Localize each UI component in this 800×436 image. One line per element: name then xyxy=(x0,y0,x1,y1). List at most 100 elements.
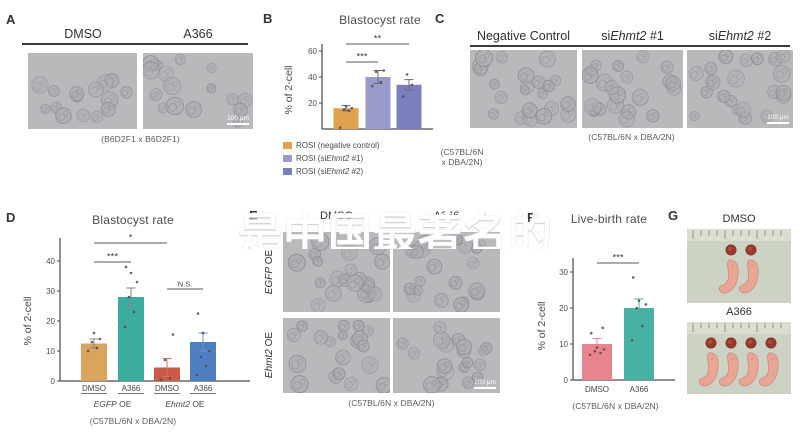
label-text: #2 xyxy=(753,29,772,43)
panel-a-letter: A xyxy=(6,12,16,27)
svg-text:A366: A366 xyxy=(630,385,649,394)
svg-text:% of 2-cell: % of 2-cell xyxy=(22,296,34,345)
panel-b-legend: ROSI (negative control) ROSI (siEhmt2 #1… xyxy=(283,139,380,178)
svg-text:10: 10 xyxy=(559,340,568,349)
panel-c-header-rule xyxy=(470,45,790,47)
svg-text:40: 40 xyxy=(308,73,317,82)
panel-a-label-a366: A366 xyxy=(183,27,213,41)
svg-text:20: 20 xyxy=(46,317,55,326)
panel-f-title: Live-birth rate xyxy=(570,212,648,226)
panel-g-label-dmso: DMSO xyxy=(722,213,756,225)
row-label-text: OE xyxy=(264,331,275,350)
label-gene: Ehmt2 xyxy=(610,29,647,43)
panel-a-header-rule xyxy=(22,43,248,45)
svg-text:0: 0 xyxy=(51,377,56,386)
svg-text:N.S.: N.S. xyxy=(178,280,193,289)
panel-e-label-dmso: DMSO xyxy=(320,210,353,222)
svg-text:30: 30 xyxy=(46,287,55,296)
panel-b-caption-line1: (C57BL/6N xyxy=(440,147,484,157)
svg-text:***: *** xyxy=(356,52,367,63)
panel-e-caption: (C57BL/6N x DBA/2N) xyxy=(348,398,435,408)
pup-photo-a366 xyxy=(687,322,791,394)
panel-d-caption: (C57BL/6N x DBA/2N) xyxy=(89,416,177,426)
legend-gene: Ehmt2 xyxy=(326,154,350,163)
legend-label: #2) xyxy=(349,167,364,176)
panel-f-caption: (C57BL/6N x DBA/2N) xyxy=(572,401,659,411)
scale-bar-label: 100 μm xyxy=(227,115,249,122)
scale-bar-line xyxy=(474,387,496,389)
panel-a-caption: (B6D2F1 x B6D2F1) xyxy=(101,134,180,144)
panel-c-label-siehmt2-1: siEhmt2 #1 xyxy=(582,29,683,43)
legend-swatch-orange xyxy=(283,142,292,149)
panel-g-letter: G xyxy=(668,208,679,223)
row-label-text: OE xyxy=(264,249,275,267)
scale-bar: 100 μm xyxy=(474,379,496,389)
svg-text:**: ** xyxy=(374,34,382,45)
svg-text:60: 60 xyxy=(308,47,317,56)
blastocyst-rate-chart-rosi: 20 40 60% of 2-cell *** ** xyxy=(278,28,458,153)
blastocyst-rate-chart-oe: 0 10 20 30 40% of 2-cell *** * N.S. DMSO A366 DMSO… xyxy=(20,226,270,436)
panel-c-label-siehmt2-2: siEhmt2 #2 xyxy=(687,29,793,43)
label-text: si xyxy=(601,29,611,43)
embryo-micrograph-e-ehmt2-dmso xyxy=(283,318,390,393)
legend-swatch-light-purple xyxy=(283,155,292,162)
label-gene: Ehmt2 xyxy=(717,29,754,43)
panel-b-caption-line2: x DBA/2N) xyxy=(441,157,483,167)
svg-text:0: 0 xyxy=(564,376,569,385)
scale-bar: 100 μm xyxy=(227,115,249,125)
legend-item-siehmt2-2: ROSI (siEhmt2 #2) xyxy=(283,165,380,178)
svg-text:DMSO: DMSO xyxy=(585,385,609,394)
svg-text:A366: A366 xyxy=(194,384,213,393)
svg-text:% of 2-cell: % of 2-cell xyxy=(536,301,548,350)
svg-text:DMSO: DMSO xyxy=(155,384,179,393)
panel-c-caption: (C57BL/6N x DBA/2N) xyxy=(588,132,675,142)
svg-text:% of 2-cell: % of 2-cell xyxy=(283,65,295,114)
panel-c-letter: C xyxy=(435,11,445,26)
embryo-micrograph-e-egfp-dmso xyxy=(283,232,390,312)
svg-text:20: 20 xyxy=(559,304,568,313)
embryo-micrograph-a-a366: 100 μm xyxy=(143,53,253,129)
label-text: si xyxy=(708,29,718,43)
live-birth-rate-chart: 0 10 20 30 % of 2-cell *** DMSO A366 xyxy=(535,226,685,401)
legend-swatch-dark-purple xyxy=(283,168,292,175)
panel-b-letter: B xyxy=(263,11,273,26)
embryo-micrograph-c-siehmt2-1 xyxy=(582,50,683,128)
panel-e-label-a366: A366 xyxy=(433,210,460,222)
svg-text:EGFP OE: EGFP OE xyxy=(94,399,132,409)
row-label-gene: EGFP xyxy=(264,267,275,295)
legend-label: ROSI (si xyxy=(296,154,327,163)
pup-photo-dmso xyxy=(687,229,791,303)
embryo-micrograph-e-egfp-a366 xyxy=(393,232,500,312)
embryo-micrograph-e-ehmt2-a366: 100 μm xyxy=(393,318,500,393)
row-label-gene: Ehmt2 xyxy=(264,349,275,379)
svg-text:30: 30 xyxy=(559,268,568,277)
panel-a-label-dmso: DMSO xyxy=(64,27,102,41)
panel-f-letter: F xyxy=(527,210,535,225)
scale-bar-label: 100 μm xyxy=(767,114,789,121)
svg-text:10: 10 xyxy=(46,347,55,356)
embryo-micrograph-c-negative-control xyxy=(470,50,577,128)
svg-text:A366: A366 xyxy=(122,384,141,393)
legend-item-siehmt2-1: ROSI (siEhmt2 #1) xyxy=(283,152,380,165)
panel-g-label-a366: A366 xyxy=(726,306,752,318)
svg-text:40: 40 xyxy=(46,257,55,266)
scale-bar-label: 100 μm xyxy=(474,379,496,386)
svg-text:*: * xyxy=(129,233,133,244)
panel-d-letter: D xyxy=(6,210,16,225)
legend-label: ROSI (si xyxy=(296,167,327,176)
embryo-micrograph-a-dmso xyxy=(28,53,137,129)
panel-c-label-negative-control: Negative Control xyxy=(470,29,577,43)
panel-b-title: Blastocyst rate xyxy=(339,13,421,27)
svg-text:Ehmt2 OE: Ehmt2 OE xyxy=(165,399,205,409)
scale-bar-line xyxy=(767,122,789,124)
label-text: Negative Control xyxy=(476,29,571,43)
scale-bar: 100 μm xyxy=(767,114,789,124)
embryo-micrograph-c-siehmt2-2: 100 μm xyxy=(687,50,793,128)
panel-b-caption: (C57BL/6N x DBA/2N) xyxy=(424,147,500,167)
legend-item-negative-control: ROSI (negative control) xyxy=(283,139,380,152)
label-text: #1 xyxy=(646,29,664,43)
legend-label: ROSI (negative control) xyxy=(296,141,380,150)
svg-text:DMSO: DMSO xyxy=(82,384,106,393)
svg-text:***: *** xyxy=(107,252,118,263)
